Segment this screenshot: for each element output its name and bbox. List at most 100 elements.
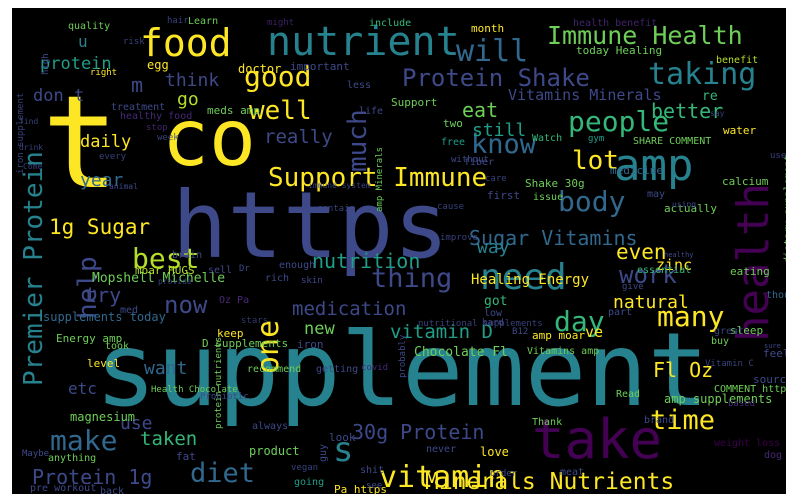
word-pa-https: Pa https xyxy=(334,483,387,494)
word-every: every xyxy=(99,152,127,162)
word-high: high xyxy=(41,53,51,75)
word-vegan: vegan xyxy=(291,463,319,473)
word-cloud: supplement https t co take amp nutrient food hea… xyxy=(12,8,786,494)
word-make: make xyxy=(50,424,118,457)
word-contain: contain xyxy=(317,204,355,214)
word-nutrient: nutrient xyxy=(267,19,460,65)
word-hair: hair xyxy=(167,16,189,26)
word-taken: taken xyxy=(140,428,198,450)
word-might: might xyxy=(267,18,295,28)
word-u: u xyxy=(78,32,88,51)
word-new: new xyxy=(304,319,335,339)
word-re: re xyxy=(702,89,718,104)
word-moar-hugs: moar HUGS xyxy=(135,264,195,277)
word-nutritional-supplements: nutritional supplements xyxy=(418,319,543,329)
word-back: back xyxy=(100,486,125,495)
word-go: go xyxy=(177,89,199,110)
word-good: good xyxy=(244,60,312,93)
word-etc: etc xyxy=(68,379,97,398)
word-pre-workout: pre workout xyxy=(30,483,97,494)
word-issue: issue xyxy=(533,192,564,203)
word-mopshell-michelle: Mopshell Michelle xyxy=(92,271,226,286)
word-took: took xyxy=(105,341,130,352)
word-shake-30g: Shake 30g xyxy=(525,177,585,190)
word-always: always xyxy=(252,421,289,432)
word-protein-shake: Protein Shake xyxy=(402,64,590,92)
word-dog: dog xyxy=(764,450,783,461)
word-30g-protein: 30g Protein xyxy=(352,420,485,444)
word-buy: buy xyxy=(711,336,730,347)
word-protein: protein xyxy=(40,54,112,74)
word-part: part xyxy=(608,307,633,318)
word-think: think xyxy=(165,70,220,91)
word-come: Come xyxy=(23,162,43,171)
word-recommend: recommend xyxy=(247,364,302,375)
word-treatment: treatment xyxy=(111,102,166,113)
word-way: way xyxy=(477,237,510,258)
word-important: important xyxy=(290,60,350,73)
word-egg: egg xyxy=(147,58,169,72)
word-order: order xyxy=(490,469,518,479)
word-find: find xyxy=(19,117,39,126)
word-https: https xyxy=(172,172,449,279)
word-low: low xyxy=(484,308,503,319)
word-med: med xyxy=(120,305,139,316)
word-drink: drink xyxy=(19,143,44,152)
word-try: try xyxy=(85,283,122,307)
word-healthy: healthy xyxy=(664,251,694,259)
word-will: will xyxy=(456,34,529,69)
word-ve: ve xyxy=(585,323,604,341)
word-sure: sure xyxy=(764,342,781,350)
word-level: level xyxy=(87,357,121,370)
word-health: health xyxy=(728,183,779,342)
word-minerals-nutrients: Minerals Nutrients xyxy=(425,469,675,494)
word-many: many xyxy=(657,300,725,333)
word-brand: brand xyxy=(644,415,675,426)
word-t: t xyxy=(42,69,120,218)
word-fat: fat xyxy=(176,450,196,463)
word-eat: eat xyxy=(462,98,499,122)
word-less: less xyxy=(347,80,372,91)
word-care: care xyxy=(485,174,507,184)
word-rich: rich xyxy=(265,273,290,284)
word-iron: iron xyxy=(297,338,324,351)
word-still: still xyxy=(472,120,527,141)
word-fl-oz: Fl Oz xyxy=(653,358,714,382)
word-well: well xyxy=(249,96,312,126)
word-supplement: supplement xyxy=(95,311,710,430)
word-vitamin: vitamin xyxy=(379,460,506,494)
word-life: life xyxy=(359,106,384,117)
word-health-chocolate: Health Chocolate xyxy=(151,385,238,395)
word-chocolate-fl: Chocolate Fl xyxy=(414,345,508,360)
word-never: never xyxy=(426,444,457,455)
word-include: include xyxy=(369,18,412,29)
word-supplements-today: supplements today xyxy=(43,310,166,324)
word-nutrition: nutrition xyxy=(312,249,421,273)
word-need: need xyxy=(480,257,567,298)
word-going: going xyxy=(294,477,325,488)
word-first: first xyxy=(487,189,521,202)
word-source: source xyxy=(753,373,786,386)
word-healing-energy: Healing Energy xyxy=(471,272,590,288)
word-got: got xyxy=(484,294,508,309)
word-protein-1g: Protein 1g xyxy=(32,465,153,489)
word-benefit: benefit xyxy=(716,55,759,66)
word-anything: anything xyxy=(48,453,97,464)
word-s: s xyxy=(333,430,354,470)
word-stop: stop xyxy=(146,123,168,133)
word-best: best xyxy=(132,242,200,275)
word-learn: Learn xyxy=(188,16,219,27)
word-brain: brain xyxy=(172,250,203,261)
word-love: love xyxy=(480,445,509,459)
word-hard: hard xyxy=(482,318,504,328)
word-give: give xyxy=(622,282,644,292)
word-vitamin-d: vitamin D xyxy=(390,321,493,343)
word-support-immune: Support Immune xyxy=(268,163,488,193)
word-sugar-vitamins: Sugar Vitamins xyxy=(469,226,638,250)
word-meat: meat xyxy=(560,467,585,478)
word-animal: animal xyxy=(109,182,138,191)
word-thing: thing xyxy=(371,263,453,294)
word-look: look xyxy=(329,431,356,444)
word-thank: Thank xyxy=(532,417,563,428)
word-much: much xyxy=(343,109,373,172)
